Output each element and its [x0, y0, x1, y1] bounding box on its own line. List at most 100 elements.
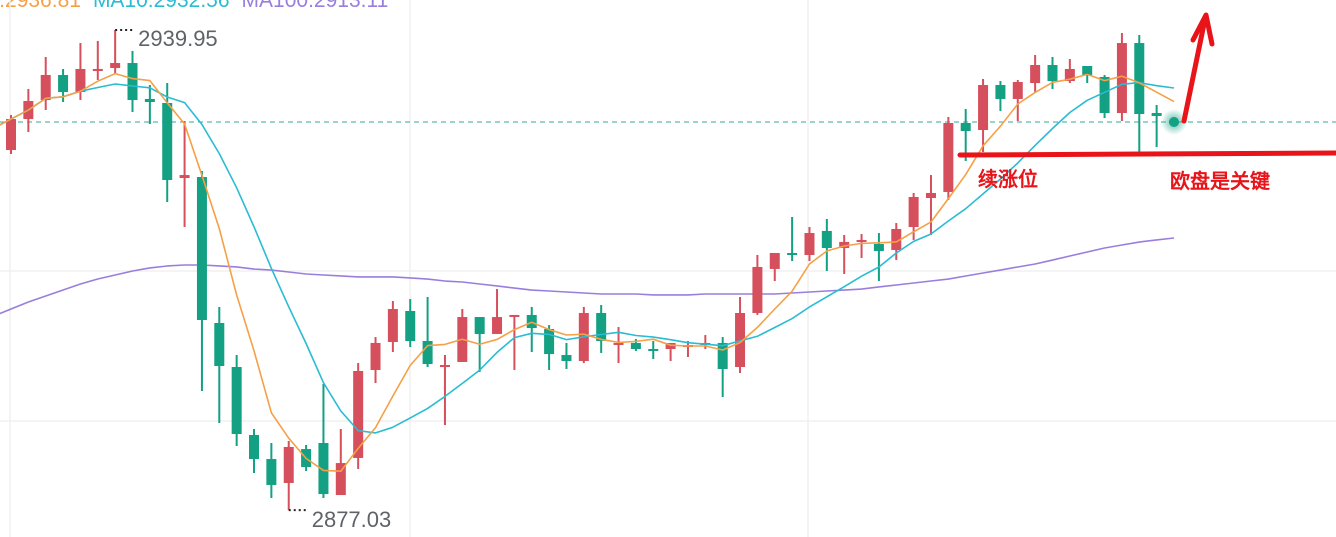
candle-body: [596, 312, 607, 341]
candle-body: [6, 119, 16, 151]
candle-up: [457, 309, 468, 362]
candle-up: [1030, 55, 1041, 93]
candle-body: [978, 84, 989, 131]
candle-body: [1134, 43, 1145, 114]
candle-up: [925, 175, 936, 236]
candle-down: [787, 216, 798, 262]
candle-down: [648, 340, 659, 359]
candle-up: [769, 253, 780, 282]
candle-body: [1151, 113, 1162, 116]
candle-down: [717, 337, 728, 397]
candle-down: [127, 50, 138, 113]
candle-down: [596, 304, 607, 353]
candle-up: [370, 337, 381, 384]
ma5-line: [0, 72, 1175, 473]
candle-body: [1047, 65, 1058, 82]
candle-body: [804, 233, 815, 255]
candle-body: [1064, 68, 1075, 82]
candle-up: [492, 289, 503, 334]
candle-down: [544, 325, 555, 370]
candle-body: [960, 122, 971, 132]
candle-body: [266, 459, 277, 485]
candle-body: [249, 434, 260, 460]
candle-down: [214, 306, 225, 424]
candle-body: [1030, 65, 1041, 84]
candle-down: [995, 81, 1006, 112]
candle-up: [1012, 79, 1023, 122]
candle-up: [509, 314, 520, 370]
candle-body: [839, 241, 850, 248]
candle-body: [196, 177, 207, 321]
candle-down: [561, 342, 572, 369]
candle-down: [1099, 75, 1110, 119]
candle-body: [613, 342, 624, 345]
candle-up: [856, 234, 867, 258]
candle-up: [839, 235, 850, 274]
candle-body: [735, 312, 746, 368]
ma100-layer: [0, 237, 1175, 315]
candle-body: [58, 75, 69, 93]
candle-body: [318, 443, 329, 495]
candle-body: [353, 370, 364, 458]
candle-body: [873, 244, 884, 252]
last-price-dot: [1169, 117, 1179, 128]
candle-body: [648, 349, 659, 352]
candle-body: [509, 314, 520, 317]
candle-up: [283, 441, 294, 511]
candle-down: [405, 299, 416, 348]
candle-up: [92, 40, 103, 80]
candle-body: [630, 342, 641, 350]
candle-down: [231, 355, 242, 446]
candle-up: [179, 121, 190, 227]
candle-body: [474, 317, 485, 334]
candle-body: [144, 98, 155, 103]
candle-body: [561, 355, 572, 361]
candle-down: [1151, 104, 1162, 148]
legend-ma10: MA10:2932.56: [92, 0, 230, 12]
candle-body: [908, 197, 919, 227]
candle-body: [891, 228, 902, 251]
candle-body: [1082, 66, 1093, 76]
legend-ma100: MA100:2913.11: [241, 0, 389, 12]
candle-down: [821, 218, 832, 272]
candle-body: [231, 367, 242, 434]
candle-down: [422, 296, 433, 368]
candle-up: [387, 301, 398, 352]
candle-body: [1012, 82, 1023, 99]
candle-up: [6, 114, 16, 154]
candle-up: [40, 56, 51, 111]
candle-body: [92, 68, 103, 72]
candle-body: [943, 122, 954, 192]
candle-body: [1116, 43, 1127, 114]
candle-body: [752, 266, 763, 313]
candle-body: [214, 322, 225, 367]
candle-up: [978, 78, 989, 152]
ma10-line: [0, 81, 1175, 434]
candle-body: [40, 75, 51, 101]
candle-body: [162, 103, 173, 180]
candle-body: [492, 317, 503, 334]
candle-body: [405, 311, 416, 341]
candle-body: [1099, 76, 1110, 114]
candle-down: [526, 306, 537, 352]
candle-body: [387, 309, 398, 342]
support-line: [957, 150, 1336, 158]
candle-body: [856, 239, 867, 242]
marks-layer: [115, 12, 1336, 512]
candle-up: [752, 254, 763, 315]
candle-body: [370, 342, 381, 370]
candle-body: [821, 230, 832, 248]
candle-down: [1134, 35, 1145, 152]
candle-up: [439, 355, 450, 425]
candle-up: [353, 363, 364, 470]
candle-down: [318, 384, 329, 499]
max-price-label: 2939.95: [138, 26, 218, 51]
candle-down: [1047, 56, 1058, 89]
candle-body: [995, 84, 1006, 99]
candle-body: [75, 68, 86, 93]
ma100-line: [0, 237, 1175, 315]
legend-ma5: MA5:2936.81: [0, 0, 81, 12]
candle-body: [925, 192, 936, 199]
